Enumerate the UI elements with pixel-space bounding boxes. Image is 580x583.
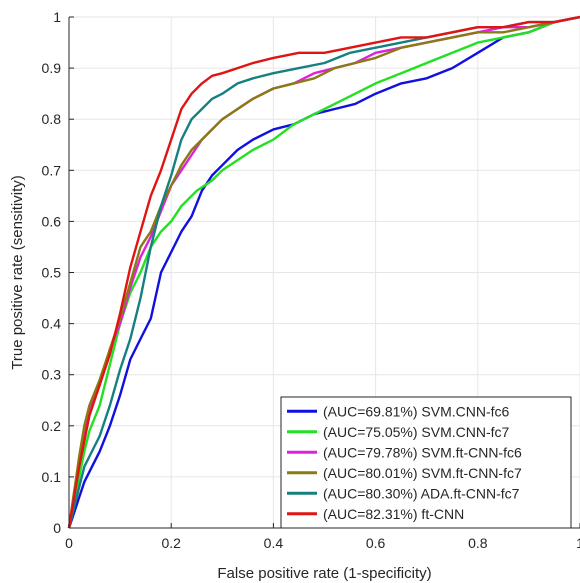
legend: (AUC=69.81%) SVM.CNN-fc6 (AUC=75.05%) SVM… bbox=[280, 396, 572, 529]
series-line-1 bbox=[67, 15, 580, 529]
y-tick-label: 0 bbox=[53, 520, 61, 536]
tick-labels: 0 0.2 0.4 0.6 0.8 1 0 0.1 0.2 0.3 0.4 0.5 0.6 0.7 0.8 0… bbox=[42, 9, 580, 551]
series-lines bbox=[67, 15, 580, 529]
series-line-2 bbox=[67, 15, 580, 529]
x-tick-label: 0.2 bbox=[161, 535, 181, 551]
y-tick-label: 0.6 bbox=[42, 213, 62, 229]
grid bbox=[68, 16, 580, 529]
y-tick-label: 0.1 bbox=[42, 469, 62, 485]
x-tick-label: 0.6 bbox=[366, 535, 386, 551]
legend-entry-3: (AUC=79.78%) SVM.ft-CNN-fc6 bbox=[323, 444, 522, 460]
x-axis-label: False positive rate (1-specificity) bbox=[217, 565, 431, 582]
legend-entry-2: (AUC=75.05%) SVM.CNN-fc7 bbox=[323, 424, 510, 440]
legend-entry-1: (AUC=69.81%) SVM.CNN-fc6 bbox=[323, 403, 510, 419]
y-axis-label: True positive rate (sensitivity) bbox=[9, 175, 26, 370]
x-tick-label: 0.8 bbox=[468, 535, 488, 551]
y-tick-label: 0.9 bbox=[42, 60, 62, 76]
series-line-4 bbox=[67, 15, 580, 529]
x-tick-label: 0.4 bbox=[264, 535, 284, 551]
y-tick-label: 1 bbox=[53, 9, 61, 25]
y-tick-label: 0.5 bbox=[42, 265, 62, 281]
y-tick-label: 0.7 bbox=[42, 162, 62, 178]
y-tick-label: 0.4 bbox=[42, 316, 62, 332]
x-tick-label: 0 bbox=[65, 535, 73, 551]
legend-entry-5: (AUC=80.30%) ADA.ft-CNN-fc7 bbox=[323, 485, 520, 501]
x-tick-label: 1 bbox=[576, 535, 580, 551]
legend-entry-4: (AUC=80.01%) SVM.ft-CNN-fc7 bbox=[323, 465, 522, 481]
y-tick-label: 0.2 bbox=[42, 418, 62, 434]
series-line-6 bbox=[67, 15, 580, 529]
legend-entry-6: (AUC=82.31%) ft-CNN bbox=[323, 506, 464, 522]
y-tick-label: 0.8 bbox=[42, 111, 62, 127]
y-tick-label: 0.3 bbox=[42, 367, 62, 383]
legend-box bbox=[280, 396, 572, 529]
